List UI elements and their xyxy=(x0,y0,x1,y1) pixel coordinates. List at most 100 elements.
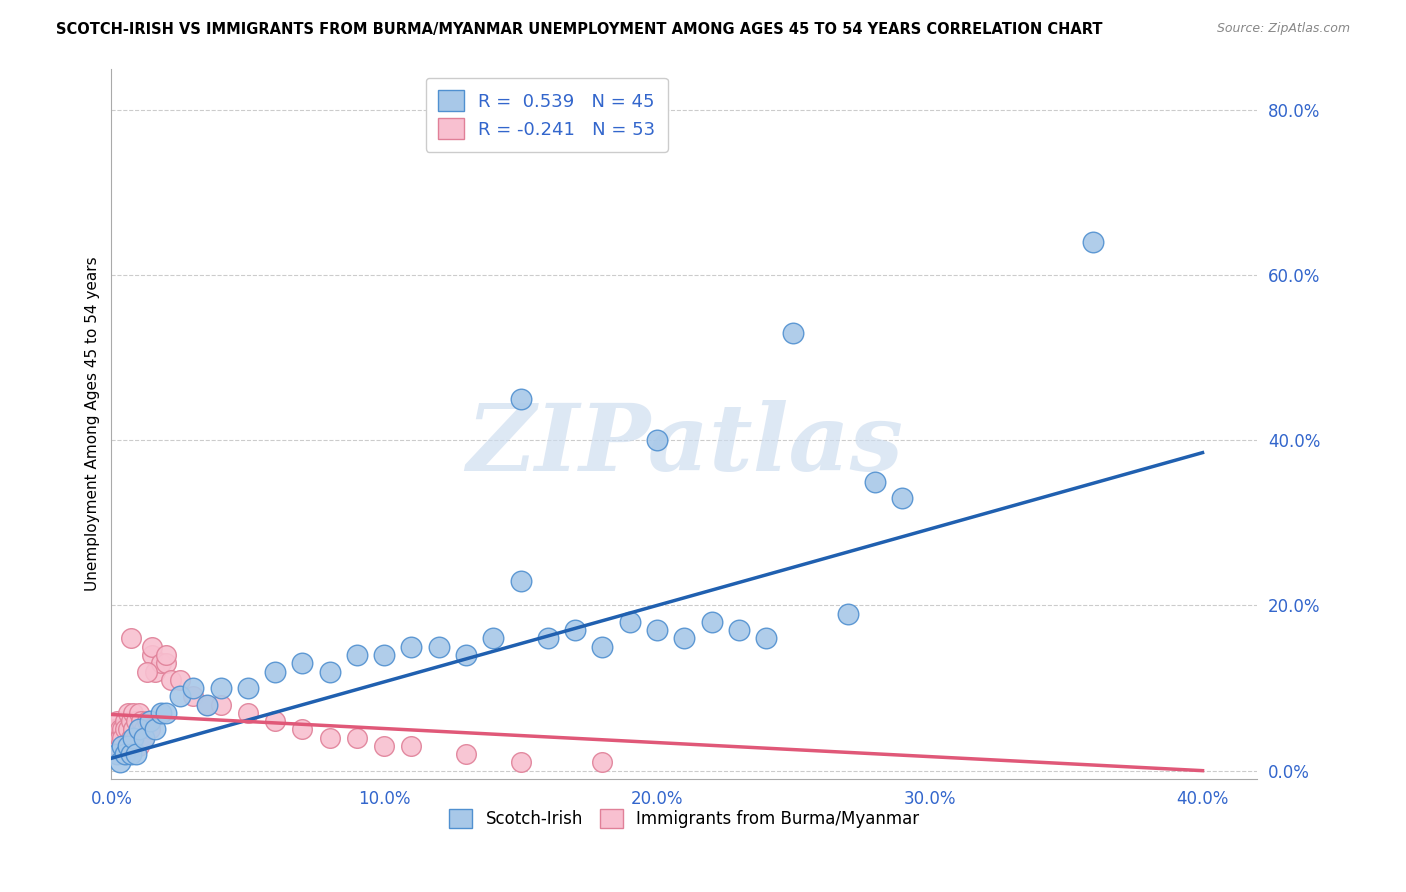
Point xyxy=(755,632,778,646)
Point xyxy=(373,648,395,662)
Point xyxy=(138,723,160,737)
Point xyxy=(169,673,191,687)
Point xyxy=(155,706,177,720)
Point xyxy=(131,714,153,728)
Point xyxy=(509,392,531,406)
Point xyxy=(673,632,696,646)
Point xyxy=(105,739,128,753)
Point xyxy=(114,747,136,761)
Point xyxy=(103,731,125,745)
Point xyxy=(122,731,145,745)
Point xyxy=(509,574,531,588)
Text: ZIPatlas: ZIPatlas xyxy=(465,400,903,490)
Point xyxy=(149,657,172,671)
Point xyxy=(141,640,163,654)
Point xyxy=(149,706,172,720)
Point xyxy=(111,739,134,753)
Point xyxy=(105,747,128,761)
Point xyxy=(346,648,368,662)
Point xyxy=(155,648,177,662)
Point xyxy=(195,698,218,712)
Point xyxy=(891,491,914,505)
Point xyxy=(134,731,156,745)
Point xyxy=(108,731,131,745)
Point xyxy=(181,690,204,704)
Point xyxy=(264,714,287,728)
Point xyxy=(128,723,150,737)
Point xyxy=(143,723,166,737)
Point xyxy=(782,326,804,340)
Point xyxy=(482,632,505,646)
Point xyxy=(111,723,134,737)
Point xyxy=(700,615,723,629)
Point xyxy=(591,640,613,654)
Point xyxy=(401,739,423,753)
Point xyxy=(105,731,128,745)
Y-axis label: Unemployment Among Ages 45 to 54 years: Unemployment Among Ages 45 to 54 years xyxy=(86,256,100,591)
Point xyxy=(103,739,125,753)
Point xyxy=(117,739,139,753)
Point xyxy=(160,673,183,687)
Point xyxy=(727,624,749,638)
Point xyxy=(181,681,204,695)
Point xyxy=(117,723,139,737)
Point xyxy=(645,624,668,638)
Legend: Scotch-Irish, Immigrants from Burma/Myanmar: Scotch-Irish, Immigrants from Burma/Myan… xyxy=(443,802,927,835)
Point xyxy=(401,640,423,654)
Point xyxy=(619,615,641,629)
Point xyxy=(143,665,166,679)
Point xyxy=(195,698,218,712)
Point xyxy=(509,756,531,770)
Point xyxy=(114,714,136,728)
Point xyxy=(103,723,125,737)
Point xyxy=(125,731,148,745)
Point xyxy=(427,640,450,654)
Point xyxy=(138,714,160,728)
Point xyxy=(120,632,142,646)
Point xyxy=(122,706,145,720)
Point xyxy=(209,681,232,695)
Point xyxy=(564,624,586,638)
Point xyxy=(318,731,340,745)
Point xyxy=(591,756,613,770)
Point xyxy=(134,723,156,737)
Point xyxy=(454,648,477,662)
Point xyxy=(125,747,148,761)
Point xyxy=(105,723,128,737)
Point xyxy=(236,706,259,720)
Point xyxy=(105,714,128,728)
Point xyxy=(454,747,477,761)
Point xyxy=(837,607,859,621)
Point xyxy=(128,723,150,737)
Point xyxy=(645,434,668,448)
Point xyxy=(318,665,340,679)
Point xyxy=(111,731,134,745)
Point xyxy=(128,706,150,720)
Text: SCOTCH-IRISH VS IMMIGRANTS FROM BURMA/MYANMAR UNEMPLOYMENT AMONG AGES 45 TO 54 Y: SCOTCH-IRISH VS IMMIGRANTS FROM BURMA/MY… xyxy=(56,22,1102,37)
Point xyxy=(863,475,886,489)
Point xyxy=(291,723,314,737)
Point xyxy=(169,690,191,704)
Point xyxy=(134,731,156,745)
Point xyxy=(117,706,139,720)
Point xyxy=(373,739,395,753)
Point xyxy=(155,657,177,671)
Point xyxy=(108,756,131,770)
Point xyxy=(236,681,259,695)
Point xyxy=(1083,235,1105,249)
Point xyxy=(125,714,148,728)
Point xyxy=(122,723,145,737)
Point xyxy=(141,648,163,662)
Point xyxy=(537,632,560,646)
Point xyxy=(120,731,142,745)
Point xyxy=(135,665,157,679)
Point xyxy=(264,665,287,679)
Point xyxy=(108,731,131,745)
Point xyxy=(346,731,368,745)
Point xyxy=(114,723,136,737)
Point xyxy=(209,698,232,712)
Point xyxy=(120,714,142,728)
Point xyxy=(108,723,131,737)
Point xyxy=(291,657,314,671)
Text: Source: ZipAtlas.com: Source: ZipAtlas.com xyxy=(1216,22,1350,36)
